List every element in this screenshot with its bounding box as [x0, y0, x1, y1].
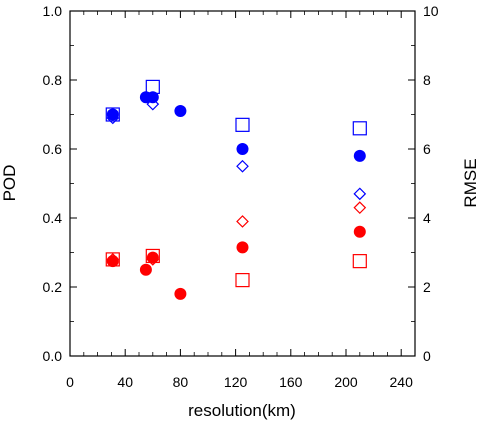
data-point-square: [235, 117, 250, 132]
y-right-tick-label: 8: [423, 72, 431, 88]
y-left-tick-label: 0.2: [43, 279, 63, 295]
data-point-circle: [146, 91, 159, 104]
y-axis-label-left: POD: [0, 165, 19, 202]
data-point-circle: [236, 241, 249, 254]
y-left-tick-label: 1.0: [43, 3, 63, 19]
x-axis-label: resolution(km): [188, 401, 296, 420]
y-right-tick-label: 0: [423, 348, 431, 364]
data-point-diamond: [353, 201, 367, 214]
data-point-square: [352, 121, 367, 136]
y-right-tick-label: 4: [423, 210, 431, 226]
data-point-square: [235, 273, 250, 288]
data-point-circle: [106, 108, 119, 121]
data-point-circle: [236, 143, 249, 155]
data-point-circle: [174, 105, 187, 118]
data-point-circle: [353, 225, 366, 238]
data-point-diamond: [146, 97, 160, 111]
x-tick-label: 240: [390, 374, 414, 390]
x-tick-label: 160: [279, 374, 303, 390]
y-right-tick-label: 2: [423, 279, 431, 295]
y-left-tick-label: 0.8: [43, 72, 63, 88]
data-point-square: [105, 107, 120, 122]
data-point-diamond: [236, 215, 249, 228]
y-left-tick-label: 0.6: [43, 141, 63, 157]
y-right-tick-label: 10: [423, 3, 439, 19]
data-point-diamond: [236, 159, 249, 173]
x-tick-label: 200: [334, 374, 358, 390]
plot-frame: [69, 10, 416, 357]
data-point-diamond: [353, 187, 367, 201]
y-left-tick-label: 0.4: [43, 210, 63, 226]
x-tick-label: 80: [173, 374, 189, 390]
data-points: [105, 79, 367, 300]
data-point-circle: [353, 149, 366, 162]
x-tick-label: 120: [224, 374, 248, 390]
data-point-circle: [146, 251, 159, 264]
data-point-circle: [139, 263, 152, 276]
y-left-tick-label: 0.0: [43, 348, 63, 364]
x-tick-label: 40: [117, 374, 133, 390]
data-point-circle: [174, 287, 187, 300]
x-tick-label: 0: [66, 374, 74, 390]
data-point-circle: [106, 255, 119, 268]
data-point-square: [352, 254, 367, 269]
axis-ticks: 0 40 80 120 160 200 240 0.0 0.2 0.4 0.6 0.8 1.0 0 2 4 6 8…: [43, 3, 439, 390]
y-right-tick-label: 6: [423, 141, 431, 157]
y-axis-label-right: RMSE: [461, 158, 480, 207]
